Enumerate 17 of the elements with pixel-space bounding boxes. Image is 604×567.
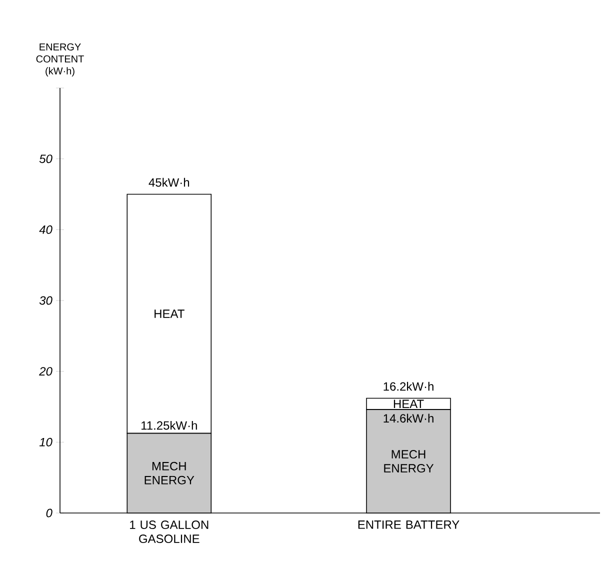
y-tick-label: 40 xyxy=(39,225,52,234)
y-tick-label: 10 xyxy=(39,438,52,446)
text: HEAT xyxy=(154,310,184,318)
text: MECH ENERGY xyxy=(144,462,194,484)
y-tick-label: 50 xyxy=(39,154,52,164)
total-label: 45kW·h xyxy=(148,178,190,187)
x-tick-label: ENTIRE BATTERY xyxy=(358,520,460,529)
data-label: 11.25kW·h xyxy=(141,420,197,430)
y-axis-title: ENERGY CONTENT (kW·h) xyxy=(36,43,84,76)
series-label: MECH ENERGY xyxy=(384,450,434,473)
x-tick-label: 1 US GALLON GASOLINE xyxy=(130,520,208,544)
y-tick-label: 0 xyxy=(46,508,52,518)
series-label: HEAT xyxy=(394,400,424,408)
total-label: 16.2kW·h xyxy=(384,382,434,391)
data-label: 14.6kW·h xyxy=(384,414,434,423)
y-tick-label: 30 xyxy=(39,296,52,305)
y-tick-label: 20 xyxy=(39,367,52,376)
